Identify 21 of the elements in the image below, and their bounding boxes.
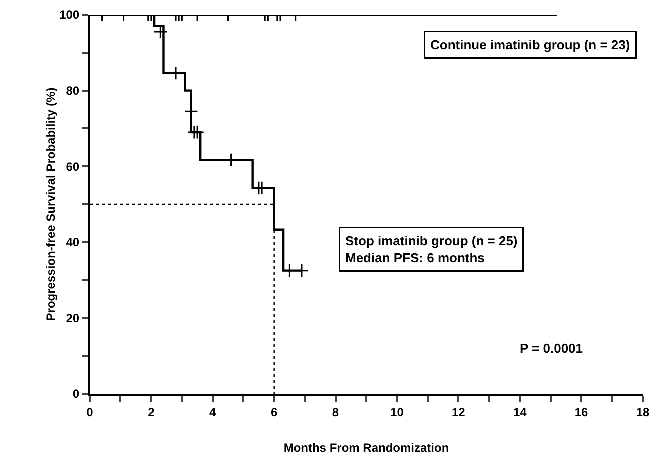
y-tick-label: 60: [66, 160, 80, 174]
x-tick-label: 14: [513, 405, 528, 420]
annotation: Stop imatinib group (n = 25) Median PFS: 6 months: [346, 234, 518, 266]
x-tick-label: 6: [270, 405, 278, 420]
y-tick-label: 0: [72, 387, 80, 402]
annotation: P = 0.0001: [520, 341, 584, 356]
y-tick-label: 40: [66, 236, 80, 250]
x-tick-label: 4: [210, 405, 217, 420]
x-tick-label: 16: [574, 405, 589, 420]
x-axis-title: Months From Randomization: [284, 440, 450, 455]
y-tick-label: 100: [60, 8, 80, 22]
annotation: Continue imatinib group (n = 23): [430, 38, 630, 52]
y-tick-label: 20: [66, 311, 80, 326]
x-tick-label: 10: [390, 405, 404, 420]
x-tick-label: 2: [148, 405, 156, 420]
x-tick-label: 18: [636, 405, 650, 420]
y-axis-title: Progression-free Survival Probability (%): [44, 88, 58, 322]
y-tick-label: 80: [66, 84, 80, 98]
x-tick-label: 12: [452, 405, 466, 420]
x-tick-label: 8: [332, 405, 340, 420]
x-tick-label: 0: [86, 405, 94, 420]
